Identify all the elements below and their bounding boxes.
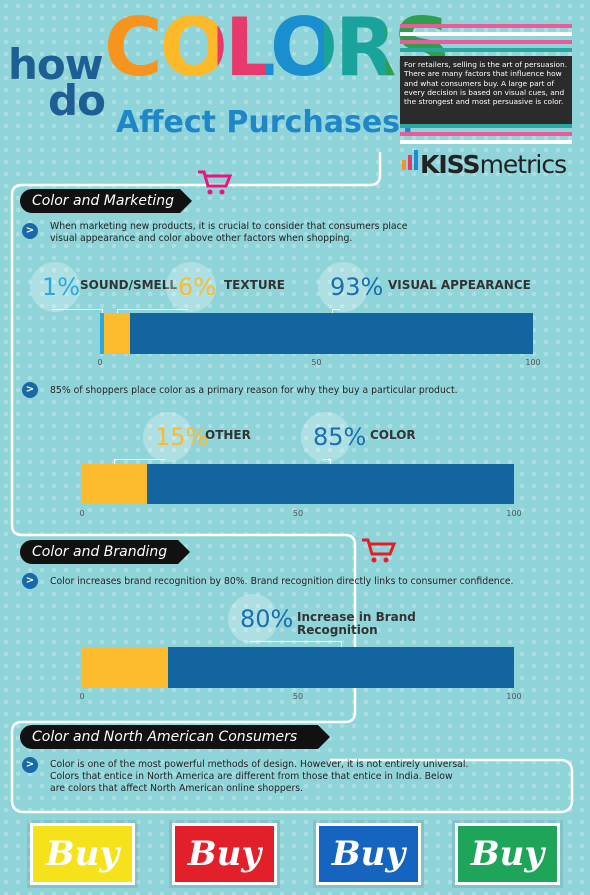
section-heading: Color and North American Consumers (20, 725, 330, 749)
bullet-icon: > (22, 223, 38, 239)
bar-segment (146, 464, 514, 504)
bullet-icon: > (22, 382, 38, 398)
bar-segment (130, 313, 533, 354)
value-label: 93% (330, 273, 384, 301)
label-bubble (318, 262, 368, 312)
title: do (48, 76, 106, 125)
buy-button[interactable]: Buy (27, 820, 138, 888)
x-tick-label: 100 (506, 692, 522, 701)
legend-label: SOUND/SMELL (80, 278, 178, 292)
bullet-text: Color is one of the most powerful method… (50, 759, 469, 795)
label-bubble (30, 262, 80, 312)
x-tick-label: 50 (311, 358, 322, 367)
legend-label: Increase in Brand Recognition (297, 610, 416, 637)
bullet-text: When marketing new products, it is cruci… (50, 221, 408, 245)
stripe (400, 24, 572, 28)
bullet-text: Color increases brand recognition by 80%… (50, 576, 514, 587)
connector (114, 459, 165, 460)
connector (341, 641, 343, 647)
connector (117, 309, 119, 313)
value-label: 80% (240, 605, 294, 633)
bar-segment (168, 647, 514, 688)
x-tick-label: 100 (506, 509, 522, 518)
brand-rest: metrics (479, 150, 568, 179)
intro-text: For retailers, selling is the art of per… (400, 56, 572, 124)
label-bubble (301, 412, 351, 462)
value-label: 6% (178, 273, 217, 301)
x-tick-label: 0 (97, 358, 103, 367)
x-tick-label: 50 (292, 692, 304, 701)
connector (52, 309, 103, 310)
label-bubble (228, 594, 278, 644)
brand: KISSmetrics (420, 150, 568, 179)
stripe (400, 132, 572, 136)
buy-button[interactable]: Buy (313, 820, 424, 888)
title: Affect Purchases? (116, 105, 418, 140)
connector (323, 459, 331, 460)
bar-segment (104, 313, 131, 354)
bar-segment (82, 464, 147, 504)
value-label: 1% (42, 273, 81, 301)
legend-label: TEXTURE (224, 278, 286, 292)
x-tick-label: 50 (292, 509, 304, 518)
x-tick-label: 100 (525, 358, 541, 367)
label-bubble (143, 412, 193, 462)
legend-label: OTHER (205, 428, 251, 442)
section-heading: Color and Marketing (20, 189, 192, 213)
section-heading: Color and Branding (20, 540, 190, 564)
connector (331, 309, 333, 313)
title: how (8, 40, 104, 89)
stripe (400, 124, 572, 128)
buy-button[interactable]: Buy (452, 820, 563, 888)
bullet-icon: > (22, 573, 38, 589)
label-bubble (166, 262, 216, 312)
bar-segment (100, 313, 105, 354)
legend-label: VISUAL APPEARANCE (388, 278, 531, 292)
legend-label: COLOR (370, 428, 416, 442)
stripe (400, 140, 572, 144)
value-label: 15% (155, 423, 209, 451)
stripe (400, 40, 572, 44)
title: COLORS (104, 1, 451, 94)
connector (331, 309, 340, 310)
brand-bold: KISS (420, 150, 481, 179)
connector (117, 309, 188, 310)
stripe (400, 48, 572, 52)
buy-button[interactable]: Buy (169, 820, 280, 888)
connector (330, 459, 332, 464)
connector (250, 641, 342, 642)
connector (102, 309, 104, 313)
connector (114, 459, 116, 464)
bullet-icon: > (22, 757, 38, 773)
bullet-text: 85% of shoppers place color as a primary… (50, 385, 458, 396)
value-label: 85% (313, 423, 367, 451)
x-tick-label: 0 (79, 509, 85, 518)
bar-segment (82, 647, 169, 688)
stripe (400, 32, 572, 36)
x-tick-label: 0 (79, 692, 85, 701)
